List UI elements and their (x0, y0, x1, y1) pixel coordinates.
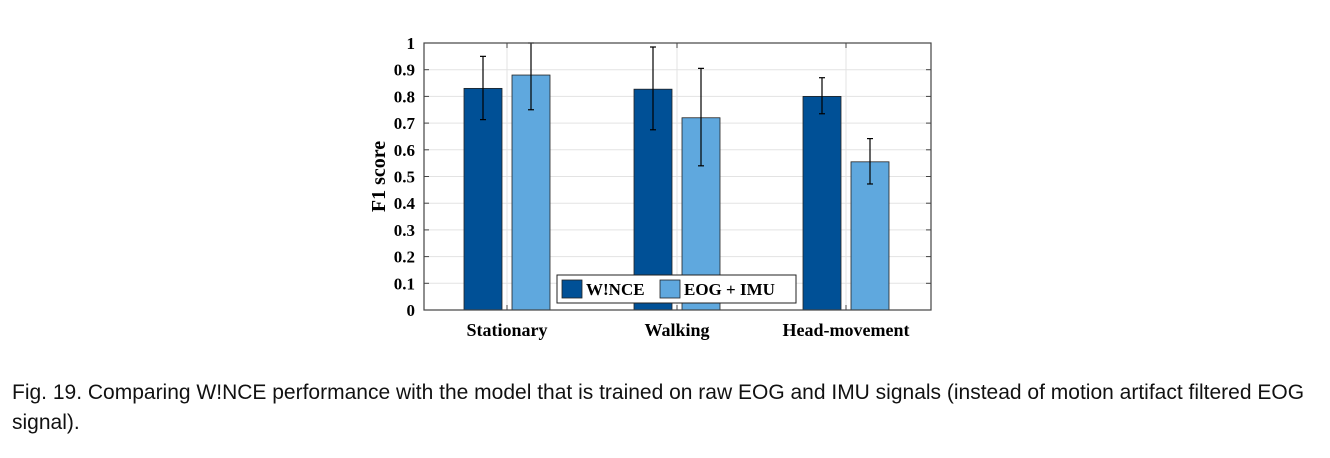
x-tick-label: Walking (644, 320, 709, 340)
y-tick-label: 0.9 (394, 61, 415, 80)
y-tick-label: 0.5 (394, 168, 415, 187)
bar-eog-imu-stationary (511, 74, 551, 311)
bar-chart: 0 0.1 0.2 0.3 0.4 0.5 0.6 0.7 0.8 0.9 1 Stationary W… (368, 34, 932, 340)
y-tick-label: 0 (407, 301, 416, 320)
legend-entry: EOG + IMU (684, 280, 775, 299)
axes-frame (423, 42, 932, 311)
y-tick-label: 0.6 (394, 141, 415, 160)
y-tick-label: 1 (407, 34, 416, 53)
y-tick-label: 0.3 (394, 221, 415, 240)
y-tick-label: 0.2 (394, 248, 415, 267)
y-tick-label: 0.4 (394, 194, 416, 213)
bar-w-nce-head-movement (802, 96, 842, 311)
y-tick-label: 0.1 (394, 274, 415, 293)
bar-eog-imu-head-movement (850, 161, 890, 311)
y-axis-label: F1 score (368, 141, 390, 212)
x-tick-label: Head-movement (783, 320, 910, 340)
x-tick-label: Stationary (467, 320, 548, 340)
y-tick-label: 0.7 (394, 114, 416, 133)
figure-caption: Fig. 19. Comparing W!NCE performance wit… (12, 381, 1305, 434)
bar-w-nce-stationary (463, 87, 503, 311)
legend-entry: W!NCE (586, 280, 645, 299)
legend-swatch (659, 279, 681, 299)
legend-swatch (561, 279, 583, 299)
y-tick-label: 0.8 (394, 87, 415, 106)
